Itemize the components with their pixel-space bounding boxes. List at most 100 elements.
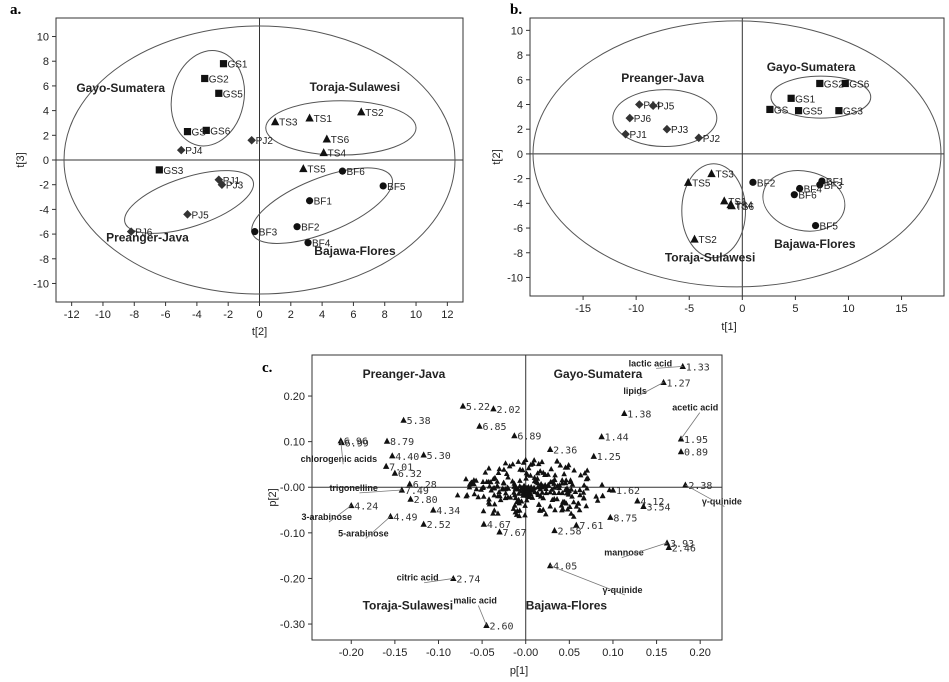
x-tick-label: 15	[895, 303, 907, 315]
loading-point	[557, 462, 564, 468]
loading-label: 2.80	[414, 495, 438, 506]
point-label: PJ3	[671, 125, 689, 136]
y-tick-label: 0.20	[284, 391, 305, 403]
y-tick-label: -0.10	[280, 528, 305, 540]
loading-point	[520, 459, 527, 465]
x-tick-label: 0	[256, 309, 262, 321]
loading-point	[537, 507, 544, 513]
y-tick-label: -0.20	[280, 573, 305, 585]
loading-label: 4.05	[553, 562, 577, 573]
loading-point	[382, 462, 390, 469]
loading-point	[551, 484, 558, 490]
loading-point	[383, 437, 391, 444]
y-tick-label: -4	[39, 204, 49, 216]
loading-point	[486, 496, 492, 502]
x-tick-label: 6	[350, 309, 356, 321]
quadrant-label: Gayo-Sumatera	[554, 367, 643, 381]
x-tick-label: 0.15	[646, 647, 667, 659]
loading-point	[576, 507, 583, 513]
loading-point	[590, 452, 597, 459]
data-point	[625, 113, 635, 123]
loading-point	[407, 495, 414, 502]
loading-label: 2.38	[688, 481, 712, 492]
x-tick-label: -2	[223, 309, 233, 321]
data-point	[305, 197, 314, 205]
point-label: GS2	[209, 75, 229, 86]
annotation-leader	[621, 542, 668, 559]
loading-point	[539, 458, 545, 465]
loading-point	[400, 416, 407, 423]
loading-point	[572, 488, 579, 494]
loading-point	[470, 481, 476, 487]
point-label: PJ5	[191, 210, 209, 221]
loading-point	[559, 477, 565, 483]
data-point	[749, 178, 757, 186]
point-label: GS3	[163, 166, 183, 177]
point-label: TS5	[692, 178, 711, 189]
loading-point	[567, 478, 574, 485]
loading-point	[537, 486, 543, 492]
point-label: BF3	[259, 228, 278, 239]
group-label: Bajawa-Flores	[314, 244, 396, 258]
loading-point	[420, 451, 427, 458]
loading-point	[599, 492, 606, 498]
loading-label: 4.24	[354, 501, 378, 512]
loading-point	[502, 494, 509, 501]
loading-label: 2.74	[456, 574, 480, 585]
loading-point	[491, 492, 498, 498]
loading-label: 6.85	[482, 422, 506, 433]
loading-point	[454, 492, 461, 498]
data-point	[155, 166, 163, 174]
loading-point	[594, 497, 601, 503]
panel-label: c.	[262, 360, 273, 376]
loading-label: 2.36	[553, 445, 577, 456]
loading-point	[491, 501, 498, 507]
loading-label: 6.99	[345, 439, 369, 450]
x-tick-label: -12	[64, 309, 80, 321]
annotation-label: 5-arabinose	[338, 528, 389, 538]
loading-point	[496, 465, 503, 472]
loading-point	[501, 480, 507, 486]
loading-point	[504, 484, 511, 490]
point-label: GS	[191, 128, 206, 139]
data-point	[635, 100, 644, 109]
loading-point	[389, 452, 396, 459]
data-point	[126, 227, 136, 236]
loading-point	[475, 494, 482, 500]
data-point	[201, 74, 209, 83]
loading-label: 5.22	[466, 402, 490, 413]
y-tick-label: 0.10	[284, 437, 305, 449]
loading-point	[571, 467, 577, 473]
loading-point	[524, 471, 531, 477]
loading-point	[547, 489, 553, 495]
y-tick-label: 6	[43, 81, 49, 93]
loading-label: 1.44	[605, 433, 629, 444]
x-axis-label: p[1]	[510, 665, 528, 677]
loading-point	[515, 458, 522, 464]
loading-point	[540, 469, 547, 475]
point-label: PJ2	[703, 134, 721, 145]
point-label: BF2	[757, 178, 776, 189]
annotation-label: γ-quinide	[602, 585, 642, 595]
point-label: BF4	[312, 239, 331, 250]
loading-point	[490, 485, 497, 491]
point-label: TS3	[279, 118, 298, 129]
loading-point	[509, 461, 516, 467]
data-point	[251, 228, 259, 236]
loading-point	[577, 492, 583, 498]
loading-point	[534, 480, 541, 486]
annotation-label: trigonelline	[329, 483, 378, 493]
x-tick-label: -0.05	[470, 647, 495, 659]
point-label: GS3	[843, 107, 863, 118]
loading-point	[519, 466, 526, 473]
loading-point	[506, 463, 513, 469]
annotation-leader	[638, 382, 664, 397]
loading-point	[502, 460, 509, 466]
loading-point	[525, 465, 532, 471]
loading-point	[501, 466, 507, 472]
loading-point	[512, 509, 519, 515]
loading-label: 6.89	[517, 432, 541, 443]
loading-point	[531, 474, 538, 480]
loading-label: 1.38	[627, 409, 651, 420]
loading-point	[568, 486, 575, 492]
